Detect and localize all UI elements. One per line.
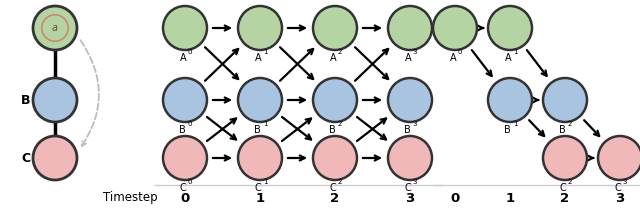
Text: A: A <box>255 53 261 63</box>
Text: C: C <box>404 183 411 193</box>
Text: B: B <box>504 125 511 135</box>
Text: 0: 0 <box>188 179 192 185</box>
Circle shape <box>33 136 77 180</box>
Circle shape <box>598 136 640 180</box>
Text: B: B <box>179 125 186 135</box>
Text: 0: 0 <box>180 191 189 204</box>
Circle shape <box>238 136 282 180</box>
Circle shape <box>42 15 68 41</box>
Circle shape <box>163 136 207 180</box>
Circle shape <box>33 78 77 122</box>
Circle shape <box>543 78 587 122</box>
Text: 2: 2 <box>338 121 342 127</box>
Circle shape <box>313 136 357 180</box>
Circle shape <box>163 78 207 122</box>
Text: C: C <box>614 183 621 193</box>
Text: 3: 3 <box>616 191 625 204</box>
Text: 2: 2 <box>568 179 572 185</box>
Text: 1: 1 <box>513 49 517 55</box>
Text: B: B <box>330 125 336 135</box>
Circle shape <box>388 6 432 50</box>
Text: B: B <box>255 125 261 135</box>
Circle shape <box>238 6 282 50</box>
Text: 1: 1 <box>513 121 517 127</box>
Text: 0: 0 <box>188 49 192 55</box>
Circle shape <box>388 136 432 180</box>
Circle shape <box>33 6 77 50</box>
Text: 1: 1 <box>263 121 268 127</box>
Text: 3: 3 <box>413 179 417 185</box>
Text: B: B <box>20 94 30 106</box>
Text: 2: 2 <box>338 179 342 185</box>
Text: 3: 3 <box>623 179 627 185</box>
Circle shape <box>388 78 432 122</box>
Text: 0: 0 <box>451 191 460 204</box>
Circle shape <box>488 6 532 50</box>
Text: A: A <box>404 53 411 63</box>
Text: B: B <box>404 125 411 135</box>
Circle shape <box>433 6 477 50</box>
Text: 0: 0 <box>188 121 192 127</box>
Text: 3: 3 <box>413 49 417 55</box>
Text: 1: 1 <box>263 179 268 185</box>
Text: 1: 1 <box>255 191 264 204</box>
Circle shape <box>313 6 357 50</box>
Text: 0: 0 <box>458 49 462 55</box>
Text: A: A <box>449 53 456 63</box>
Text: B: B <box>559 125 566 135</box>
Circle shape <box>543 136 587 180</box>
Circle shape <box>238 78 282 122</box>
Text: 2: 2 <box>330 191 340 204</box>
Text: 1: 1 <box>263 49 268 55</box>
Text: C: C <box>21 151 30 164</box>
Text: a: a <box>52 23 58 33</box>
Circle shape <box>488 78 532 122</box>
Text: 3: 3 <box>405 191 415 204</box>
Text: C: C <box>179 183 186 193</box>
Text: C: C <box>255 183 261 193</box>
Circle shape <box>313 78 357 122</box>
Text: C: C <box>330 183 336 193</box>
Text: C: C <box>559 183 566 193</box>
Text: A: A <box>330 53 336 63</box>
Text: 2: 2 <box>561 191 570 204</box>
Text: A: A <box>179 53 186 63</box>
Circle shape <box>163 6 207 50</box>
Text: A: A <box>504 53 511 63</box>
Text: 2: 2 <box>338 49 342 55</box>
Text: 2: 2 <box>568 121 572 127</box>
Text: 3: 3 <box>413 121 417 127</box>
Text: 1: 1 <box>506 191 515 204</box>
Text: Timestep: Timestep <box>102 191 157 204</box>
